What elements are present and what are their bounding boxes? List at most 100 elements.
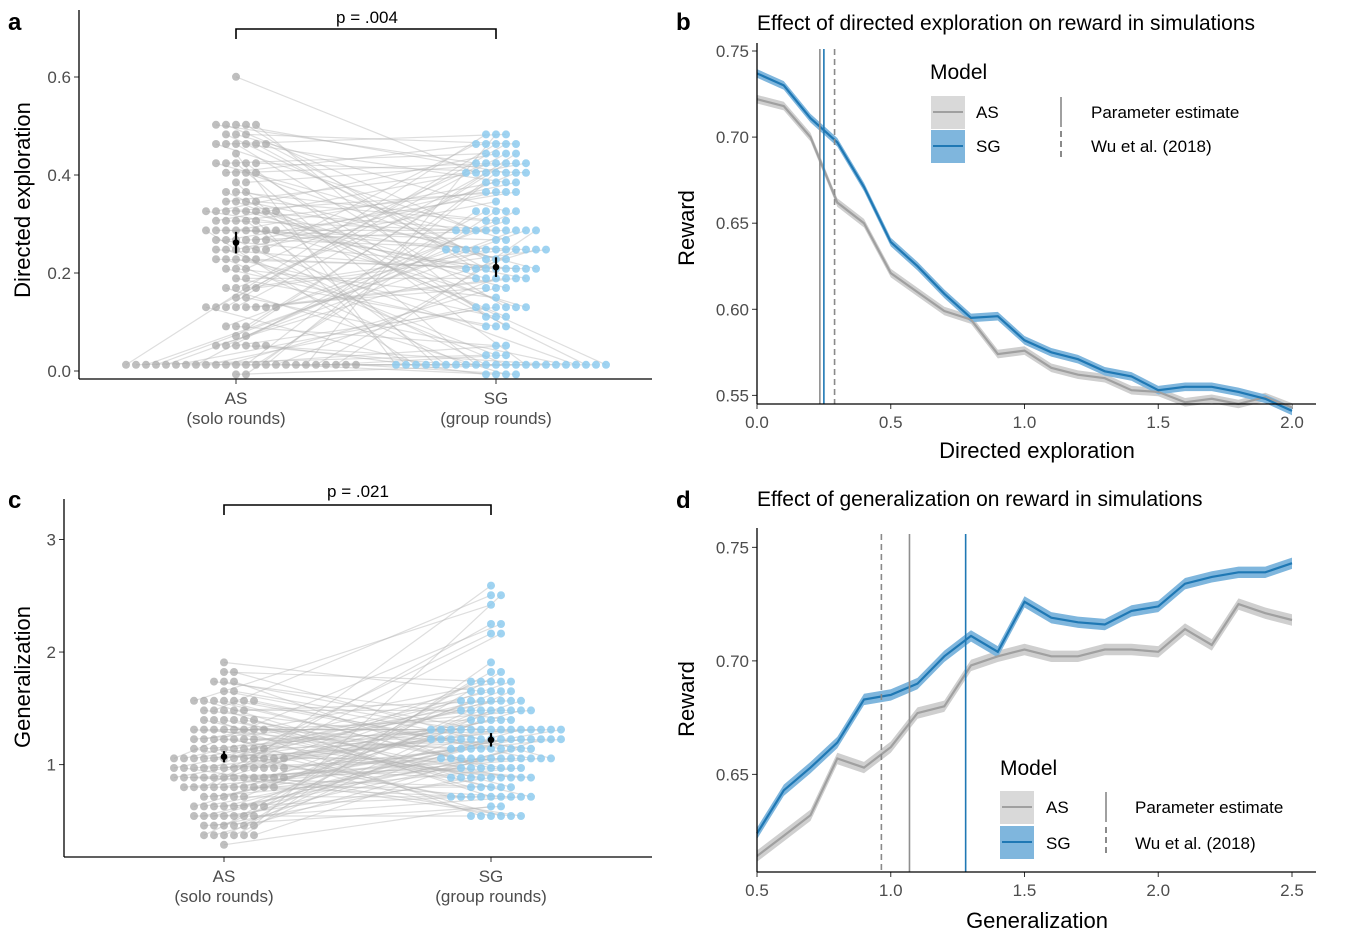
pair-line — [243, 738, 462, 817]
point-sg — [477, 812, 485, 820]
pair-line — [225, 133, 487, 260]
point-sg — [522, 168, 530, 177]
pair-line — [213, 729, 522, 817]
pair-line — [213, 796, 482, 807]
point-sg — [582, 360, 590, 369]
pair-line — [255, 249, 577, 366]
pair-line — [253, 729, 432, 740]
point-as — [210, 792, 218, 801]
point-sg — [487, 764, 495, 772]
pair-line — [213, 594, 492, 711]
point-sg — [482, 303, 490, 312]
point-as — [212, 360, 220, 369]
point-as — [252, 284, 260, 292]
point-as — [232, 360, 240, 369]
point-sg — [512, 188, 520, 196]
pair-line — [253, 786, 472, 798]
pair-line — [223, 719, 492, 788]
pair-line — [223, 709, 492, 798]
point-sg — [487, 744, 495, 753]
point-sg — [547, 725, 555, 734]
pair-line — [245, 201, 477, 251]
point-sg — [467, 725, 475, 734]
point-as — [230, 764, 238, 772]
point-as — [250, 821, 258, 830]
pair-line — [265, 277, 517, 308]
pair-line — [203, 748, 472, 817]
series-line-as — [756, 602, 1293, 857]
point-sg — [512, 159, 520, 168]
point-sg — [502, 312, 510, 321]
point-as — [252, 207, 260, 216]
point-as — [250, 716, 258, 724]
point-as — [250, 725, 258, 734]
point-as — [242, 159, 250, 168]
point-as — [220, 696, 228, 705]
panel-d-plot: 0.65 0.70 0.75 0.5 1.0 1.5 2.0 2.5 — [716, 528, 1316, 900]
pair-line — [253, 796, 522, 817]
pair-line — [263, 681, 472, 807]
point-sg — [502, 351, 510, 360]
point-as — [212, 207, 220, 216]
pair-line — [203, 738, 532, 759]
point-sg — [522, 159, 530, 168]
y-tick-label: 0.75 — [716, 42, 749, 61]
point-sg — [502, 216, 510, 225]
pair-line — [225, 153, 487, 164]
point-as — [240, 706, 248, 715]
panel-label-a: a — [8, 9, 22, 36]
point-as — [200, 706, 208, 715]
mean-point — [220, 753, 228, 761]
point-sg — [447, 744, 455, 753]
point-as — [230, 716, 238, 724]
point-as — [230, 792, 238, 801]
point-as — [230, 677, 238, 686]
point-sg — [512, 370, 520, 379]
point-sg — [412, 360, 420, 369]
point-as — [302, 360, 310, 369]
point-sg — [482, 140, 490, 148]
point-sg — [452, 226, 460, 235]
point-sg — [492, 149, 500, 158]
y-tick-label: 0.6 — [47, 68, 71, 87]
point-as — [220, 812, 228, 820]
point-as — [232, 216, 240, 225]
point-as — [252, 197, 260, 206]
series-line-sg — [756, 562, 1293, 834]
legend-b-wu-label: Wu et al. (2018) — [1091, 137, 1212, 156]
point-sg — [502, 264, 510, 273]
pair-line — [263, 748, 462, 779]
point-sg — [482, 370, 490, 379]
point-as — [200, 831, 208, 840]
point-as — [240, 744, 248, 753]
point-as — [232, 72, 240, 81]
point-as — [270, 764, 278, 772]
panel-c-plot: 1 2 3 AS(solo rounds) SG(group rounds) — [47, 499, 652, 906]
point-sg — [467, 735, 475, 744]
point-as — [242, 303, 250, 312]
point-sg — [507, 725, 515, 734]
point-sg — [482, 226, 490, 235]
point-as — [212, 226, 220, 235]
pair-line — [223, 700, 492, 769]
pair-line — [233, 690, 462, 731]
point-as — [210, 725, 218, 734]
pair-line — [245, 143, 507, 183]
point-as — [200, 792, 208, 801]
point-as — [190, 783, 198, 792]
point-as — [230, 668, 238, 676]
point-as — [262, 245, 270, 254]
point-sg — [592, 360, 600, 369]
point-as — [232, 149, 240, 158]
pair-line — [233, 738, 512, 788]
legend-b-title: Model — [930, 61, 987, 84]
point-as — [200, 821, 208, 830]
point-sg — [532, 360, 540, 369]
point-as — [232, 159, 240, 168]
point-sg — [492, 245, 500, 254]
point-sg — [487, 812, 495, 820]
point-sg — [472, 360, 480, 369]
point-sg — [492, 351, 500, 360]
point-as — [170, 764, 178, 772]
point-as — [210, 831, 218, 840]
